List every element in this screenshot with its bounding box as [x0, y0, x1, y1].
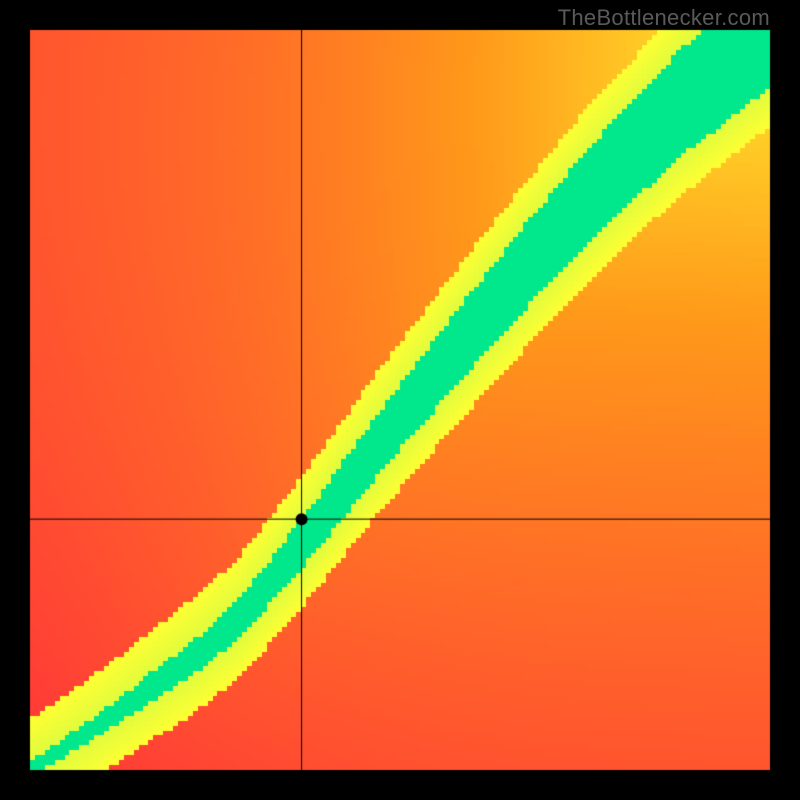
chart-container: TheBottlenecker.com: [0, 0, 800, 800]
bottleneck-heatmap: [0, 0, 800, 800]
watermark-text: TheBottlenecker.com: [558, 5, 770, 31]
